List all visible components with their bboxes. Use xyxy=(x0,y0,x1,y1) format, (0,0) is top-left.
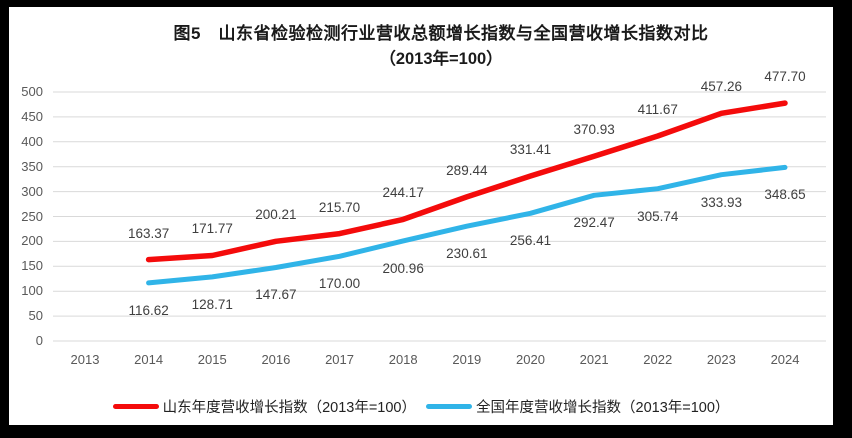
data-label-national: 147.67 xyxy=(255,287,297,303)
y-tick-label: 200 xyxy=(21,233,43,249)
chart-title-block: 图5 山东省检验检测行业营收总额增长指数与全国营收增长指数对比 （2013年=1… xyxy=(9,21,833,71)
x-tick-label: 2017 xyxy=(325,352,354,367)
y-tick-label: 0 xyxy=(35,333,43,348)
y-tick-label: 100 xyxy=(21,283,43,299)
y-tick-label: 50 xyxy=(28,308,43,324)
legend-label-national: 全国年度营收增长指数（2013年=100） xyxy=(476,399,730,416)
x-tick-label: 2019 xyxy=(452,352,482,367)
x-tick-label: 2021 xyxy=(579,352,609,367)
legend-item-shandong: 山东年度营收增长指数（2013年=100） xyxy=(112,396,416,417)
data-label-shandong: 457.26 xyxy=(700,79,743,95)
data-label-national: 170.00 xyxy=(318,276,361,292)
data-label-shandong: 331.41 xyxy=(509,141,552,157)
x-tick-label: 2023 xyxy=(706,352,736,367)
x-tick-label: 2022 xyxy=(643,352,673,367)
legend-item-national: 全国年度营收增长指数（2013年=100） xyxy=(426,396,729,417)
series-line-national xyxy=(146,164,788,286)
y-tick-label: 400 xyxy=(21,133,43,149)
x-tick-label: 2013 xyxy=(70,352,100,367)
data-label-national: 292.47 xyxy=(573,215,615,231)
y-tick-label: 150 xyxy=(21,258,43,274)
y-tick-label: 500 xyxy=(21,84,43,99)
data-label-shandong: 477.70 xyxy=(764,69,806,85)
legend: 山东年度营收增长指数（2013年=100） 全国年度营收增长指数（2013年=1… xyxy=(9,396,833,416)
x-tick-label: 2016 xyxy=(261,352,291,367)
x-tick-label: 2014 xyxy=(134,352,164,367)
data-label-shandong: 244.17 xyxy=(382,185,424,201)
x-tick-label: 2015 xyxy=(197,352,227,367)
data-label-national: 200.96 xyxy=(382,260,424,276)
chart-subtitle: （2013年=100） xyxy=(379,49,503,68)
legend-label-shandong: 山东年度营收增长指数（2013年=100） xyxy=(162,399,416,416)
data-label-national: 348.65 xyxy=(764,187,806,203)
y-tick-label: 300 xyxy=(21,183,43,199)
data-label-shandong: 289.44 xyxy=(446,162,488,178)
shandong-line-swatch-icon xyxy=(112,403,159,409)
data-label-shandong: 411.67 xyxy=(637,101,678,117)
data-label-shandong: 163.37 xyxy=(127,225,170,241)
x-tick-label: 2020 xyxy=(516,352,545,367)
data-label-national: 256.41 xyxy=(509,233,552,249)
data-label-shandong: 171.77 xyxy=(191,221,233,237)
plot-svg xyxy=(53,91,826,342)
data-label-shandong: 200.21 xyxy=(255,207,297,223)
series-line-shandong xyxy=(145,100,788,263)
y-tick-label: 450 xyxy=(21,108,43,124)
data-label-national: 333.93 xyxy=(700,194,743,210)
data-label-shandong: 215.70 xyxy=(318,199,361,215)
y-tick-label: 350 xyxy=(21,158,43,174)
x-tick-label: 2018 xyxy=(388,352,418,367)
national-line-swatch-icon xyxy=(426,403,472,409)
chart-title: 图5 山东省检验检测行业营收总额增长指数与全国营收增长指数对比 xyxy=(173,24,709,43)
data-label-national: 116.62 xyxy=(128,302,169,318)
data-label-shandong: 370.93 xyxy=(573,122,615,138)
data-label-national: 128.71 xyxy=(191,296,233,312)
chart-canvas: 图5 山东省检验检测行业营收总额增长指数与全国营收增长指数对比 （2013年=1… xyxy=(9,7,833,425)
data-label-national: 305.74 xyxy=(637,208,679,224)
data-label-national: 230.61 xyxy=(446,246,488,262)
plot-area: 0 50 100 150 200 250 300 350 400 450 500 2013 2014 20… xyxy=(9,7,833,425)
y-tick-label: 250 xyxy=(21,208,43,224)
x-tick-label: 2024 xyxy=(770,352,800,367)
